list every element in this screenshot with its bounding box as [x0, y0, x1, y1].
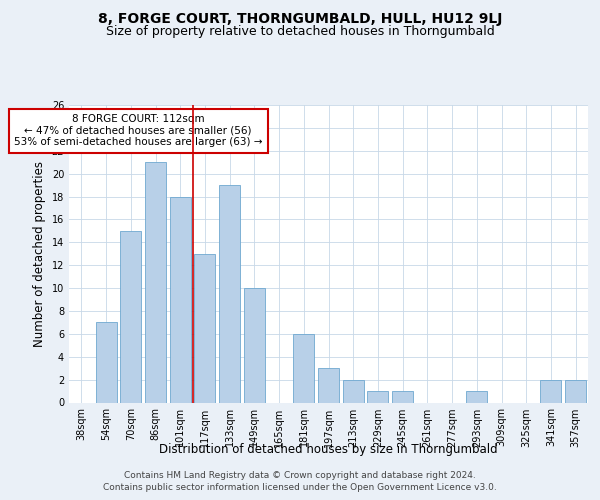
Text: Size of property relative to detached houses in Thorngumbald: Size of property relative to detached ho…	[106, 25, 494, 38]
Bar	[318, 368, 339, 402]
Bar	[244, 288, 265, 403]
Bar	[145, 162, 166, 402]
Bar	[367, 391, 388, 402]
Bar	[194, 254, 215, 402]
Bar	[293, 334, 314, 402]
Bar	[541, 380, 562, 402]
Bar	[219, 185, 240, 402]
Bar	[170, 196, 191, 402]
Bar	[343, 380, 364, 402]
Text: Contains HM Land Registry data © Crown copyright and database right 2024.: Contains HM Land Registry data © Crown c…	[124, 471, 476, 480]
Bar	[95, 322, 116, 402]
Bar	[565, 380, 586, 402]
Bar	[120, 231, 141, 402]
Text: 8 FORGE COURT: 112sqm
← 47% of detached houses are smaller (56)
53% of semi-deta: 8 FORGE COURT: 112sqm ← 47% of detached …	[14, 114, 262, 148]
Text: 8, FORGE COURT, THORNGUMBALD, HULL, HU12 9LJ: 8, FORGE COURT, THORNGUMBALD, HULL, HU12…	[98, 12, 502, 26]
Bar	[466, 391, 487, 402]
Y-axis label: Number of detached properties: Number of detached properties	[33, 161, 46, 347]
Bar	[392, 391, 413, 402]
Text: Distribution of detached houses by size in Thorngumbald: Distribution of detached houses by size …	[160, 442, 498, 456]
Text: Contains public sector information licensed under the Open Government Licence v3: Contains public sector information licen…	[103, 482, 497, 492]
